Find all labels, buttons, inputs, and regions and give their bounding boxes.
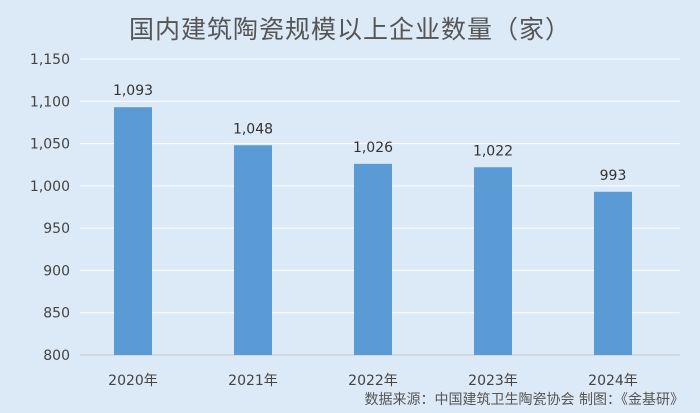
- y-tick-label: 850: [43, 306, 70, 322]
- bar: [594, 191, 632, 355]
- x-tick-label: 2023年: [468, 373, 518, 389]
- source-note: 数据来源：中国建筑卫生陶瓷协会 制图：《金基研》: [364, 392, 684, 408]
- bar: [114, 107, 152, 355]
- y-tick-label: 950: [43, 221, 70, 237]
- y-tick-label: 1,150: [30, 52, 70, 68]
- y-tick-label: 1,000: [30, 179, 70, 195]
- x-tick-label: 2024年: [588, 373, 638, 389]
- y-tick-label: 1,050: [30, 137, 70, 153]
- data-label: 1,048: [233, 121, 273, 137]
- bar: [474, 167, 512, 355]
- y-tick-label: 1,100: [30, 94, 70, 110]
- data-label: 993: [600, 168, 627, 184]
- data-label: 1,022: [473, 143, 513, 159]
- bar: [234, 145, 272, 355]
- y-tick-label: 800: [43, 348, 70, 364]
- y-tick-label: 900: [43, 263, 70, 279]
- chart-title: 国内建筑陶瓷规模以上企业数量（家）: [128, 15, 571, 44]
- data-label: 1,093: [113, 83, 153, 99]
- x-tick-label: 2020年: [108, 373, 158, 389]
- x-tick-label: 2022年: [348, 373, 398, 389]
- x-tick-label: 2021年: [228, 373, 278, 389]
- data-label: 1,026: [353, 140, 393, 156]
- bar: [354, 163, 392, 355]
